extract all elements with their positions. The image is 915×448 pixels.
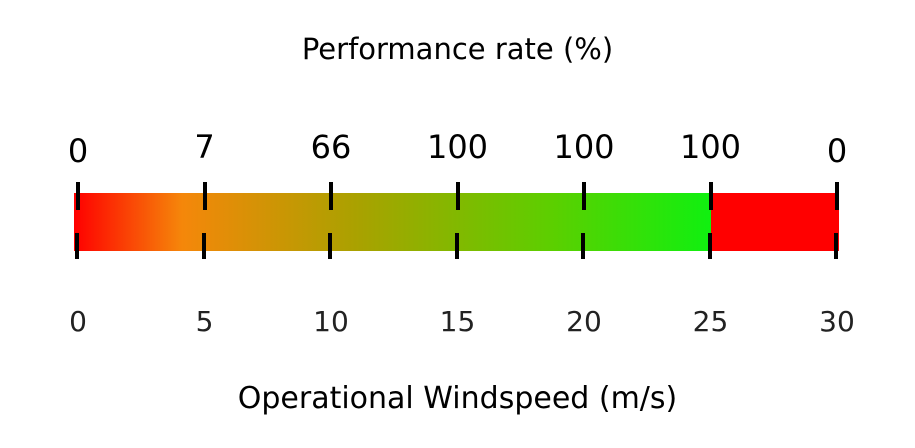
upper-tick (455, 182, 460, 210)
windspeed-tick-label: 5 (195, 305, 214, 338)
performance-label: 100 (679, 128, 742, 166)
upper-tick (708, 182, 713, 210)
x-axis-title: Operational Windspeed (m/s) (237, 381, 678, 416)
upper-tick (835, 182, 839, 210)
lower-tick (201, 233, 206, 259)
performance-label: 7 (194, 128, 215, 166)
chart-title: Performance rate (%) (301, 32, 614, 66)
bar-gradient-segment (74, 193, 711, 251)
lower-tick (454, 233, 459, 259)
lower-tick (75, 233, 79, 259)
windspeed-tick-label: 15 (439, 305, 476, 338)
lower-tick (834, 233, 838, 259)
lower-tick (707, 233, 712, 259)
bar-cutout-segment (710, 193, 839, 251)
upper-tick (582, 182, 586, 210)
lower-tick (328, 233, 332, 259)
performance-label: 0 (826, 132, 848, 170)
lower-tick (581, 233, 585, 259)
upper-tick (76, 182, 80, 210)
performance-label: 100 (553, 128, 615, 166)
windspeed-tick-label: 10 (313, 305, 349, 338)
upper-tick (329, 182, 333, 210)
performance-label: 0 (67, 132, 89, 170)
windspeed-tick-label: 25 (692, 305, 729, 338)
windspeed-tick-label: 0 (69, 305, 87, 338)
performance-label: 100 (426, 128, 489, 166)
windspeed-tick-label: 30 (819, 305, 855, 338)
windspeed-tick-label: 20 (566, 305, 602, 338)
performance-bar (74, 193, 839, 251)
performance-label: 66 (310, 128, 352, 166)
upper-tick (202, 182, 207, 210)
